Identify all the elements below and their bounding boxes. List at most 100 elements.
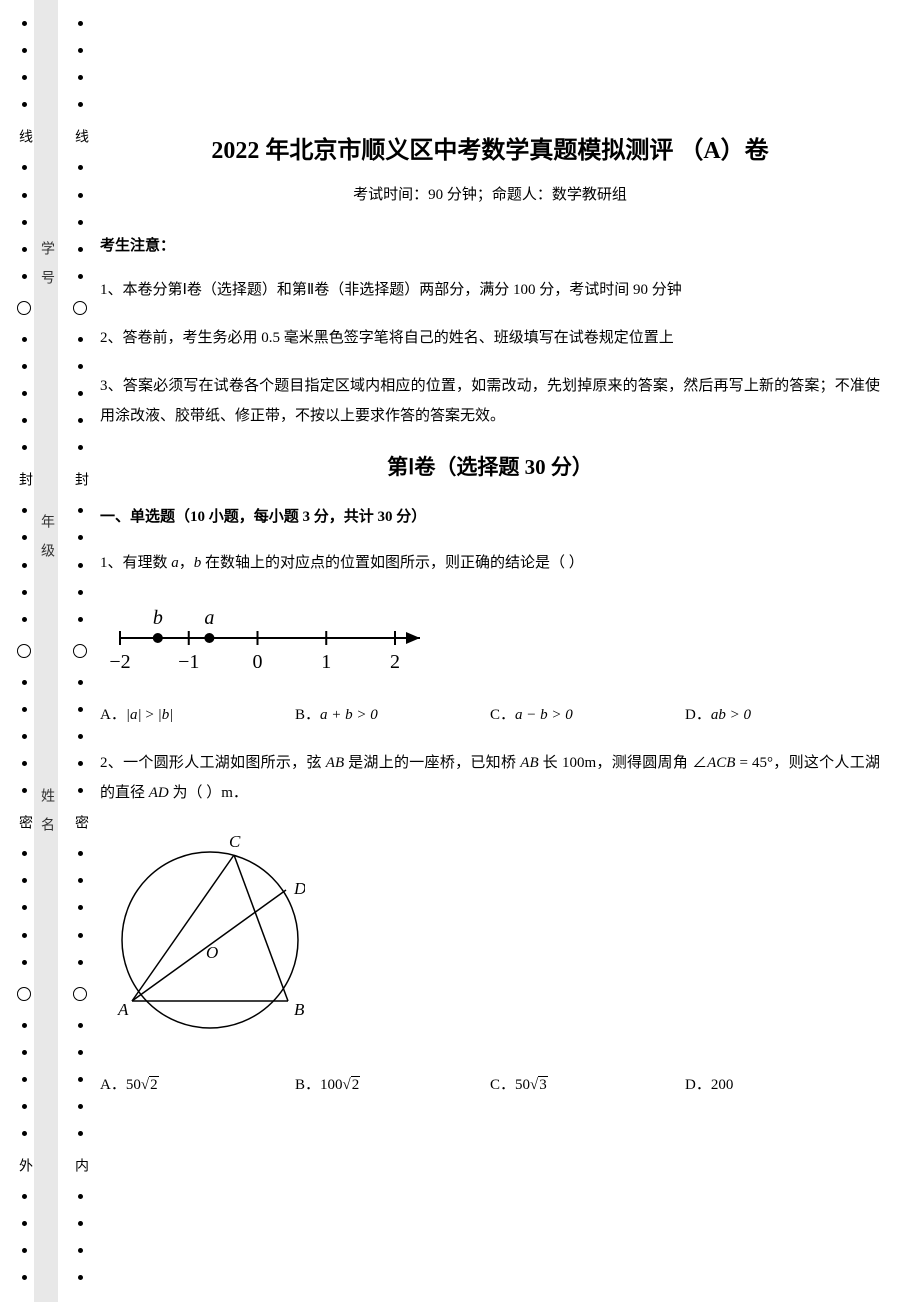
circle-mark	[17, 987, 31, 1001]
option-b: B．a + b > 0	[295, 703, 490, 724]
dot	[22, 1050, 27, 1055]
dot	[78, 1194, 83, 1199]
dot	[22, 193, 27, 198]
dot	[22, 788, 27, 793]
binding-inner: 线 封 密 内	[70, 0, 90, 1302]
dot	[22, 707, 27, 712]
binding-gray: 学 号 年 级 姓 名	[34, 0, 58, 1302]
dot	[22, 247, 27, 252]
notice-label: 考生注意：	[100, 234, 880, 255]
dot	[22, 1275, 27, 1280]
q1-text: 1、有理数	[100, 555, 171, 571]
dot	[22, 905, 27, 910]
notice-item: 2、答卷前，考生务必用 0.5 毫米黑色签字笔将自己的姓名、班级填写在试卷规定位…	[100, 323, 880, 353]
option-b: B．1002	[295, 1073, 490, 1094]
option-a: A．502	[100, 1073, 295, 1094]
dot	[78, 1104, 83, 1109]
binding-label: 密	[17, 815, 31, 829]
question-2: 2、一个圆形人工湖如图所示，弦 AB 是湖上的一座桥，已知桥 AB 长 100m…	[100, 748, 880, 808]
dot	[78, 418, 83, 423]
dot	[22, 734, 27, 739]
dot	[22, 337, 27, 342]
dot	[78, 680, 83, 685]
dot	[78, 878, 83, 883]
dot	[78, 247, 83, 252]
option-c: C．503	[490, 1073, 685, 1094]
dot	[78, 337, 83, 342]
option-d: D．200	[685, 1073, 880, 1094]
svg-text:2: 2	[390, 651, 400, 673]
dot	[22, 1221, 27, 1226]
q1-text: 在数轴上的对应点的位置如图所示，则正确的结论是（ ）	[201, 555, 584, 571]
binding-outer: 线 封 密 外	[14, 0, 34, 1302]
svg-text:A: A	[117, 1000, 129, 1019]
option-c: C．a − b > 0	[490, 703, 685, 724]
dot	[78, 1077, 83, 1082]
dot	[22, 1194, 27, 1199]
dot	[78, 1248, 83, 1253]
svg-text:−1: −1	[178, 651, 199, 673]
dot	[78, 274, 83, 279]
question-1: 1、有理数 a，b 在数轴上的对应点的位置如图所示，则正确的结论是（ ）	[100, 548, 880, 578]
dot	[78, 960, 83, 965]
dot	[22, 364, 27, 369]
dot	[78, 1221, 83, 1226]
dot	[22, 274, 27, 279]
circle-mark	[73, 301, 87, 315]
svg-text:O: O	[206, 943, 218, 962]
circle-mark	[17, 301, 31, 315]
dot	[22, 102, 27, 107]
opt-rad: 2	[149, 1076, 159, 1093]
subsection-title: 一、单选题（10 小题，每小题 3 分，共计 30 分）	[100, 505, 880, 526]
dot	[78, 563, 83, 568]
dot	[78, 1050, 83, 1055]
circle-mark	[73, 644, 87, 658]
circle-diagram-figure: ABCDO	[110, 828, 880, 1053]
dot	[78, 1131, 83, 1136]
dot	[22, 508, 27, 513]
dot	[22, 960, 27, 965]
binding-label: 线	[73, 129, 87, 143]
opt-val: 50	[515, 1077, 530, 1093]
opt-rad: 2	[351, 1076, 361, 1093]
circle-mark	[17, 644, 31, 658]
section-title: 第Ⅰ卷（选择题 30 分）	[100, 451, 880, 481]
q1-text: ，	[179, 555, 194, 571]
dot	[22, 563, 27, 568]
page-title: 2022 年北京市顺义区中考数学真题模拟测评 （A）卷	[100, 130, 880, 165]
dot	[22, 75, 27, 80]
dot	[22, 165, 27, 170]
option-d: D．ab > 0	[685, 703, 880, 724]
dot	[78, 165, 83, 170]
binding-label: 内	[73, 1158, 87, 1172]
dot	[22, 445, 27, 450]
number-line-figure: −2−1012ba	[110, 598, 880, 683]
page-subtitle: 考试时间：90 分钟；命题人：数学教研组	[100, 183, 880, 204]
dot	[78, 905, 83, 910]
dot	[78, 193, 83, 198]
svg-text:a: a	[204, 607, 214, 629]
dot	[78, 933, 83, 938]
dot	[22, 761, 27, 766]
dot	[78, 21, 83, 26]
dot	[78, 75, 83, 80]
q2-options: A．502 B．1002 C．503 D．200	[100, 1073, 880, 1094]
notice-item: 1、本卷分第Ⅰ卷（选择题）和第Ⅱ卷（非选择题）两部分，满分 100 分，考试时间…	[100, 275, 880, 305]
dot	[22, 220, 27, 225]
field-label: 姓 名	[36, 788, 56, 831]
number-line-svg: −2−1012ba	[110, 598, 430, 678]
dot	[22, 878, 27, 883]
opt-val: 50	[126, 1077, 141, 1093]
svg-text:D: D	[293, 879, 305, 898]
opt-rad: 3	[538, 1076, 548, 1093]
dot	[22, 535, 27, 540]
dot	[78, 590, 83, 595]
dot	[78, 220, 83, 225]
dot	[78, 391, 83, 396]
opt-val: 100	[320, 1077, 343, 1093]
dot	[78, 445, 83, 450]
dot	[22, 1104, 27, 1109]
dot	[22, 1131, 27, 1136]
dot	[22, 418, 27, 423]
dot	[78, 788, 83, 793]
